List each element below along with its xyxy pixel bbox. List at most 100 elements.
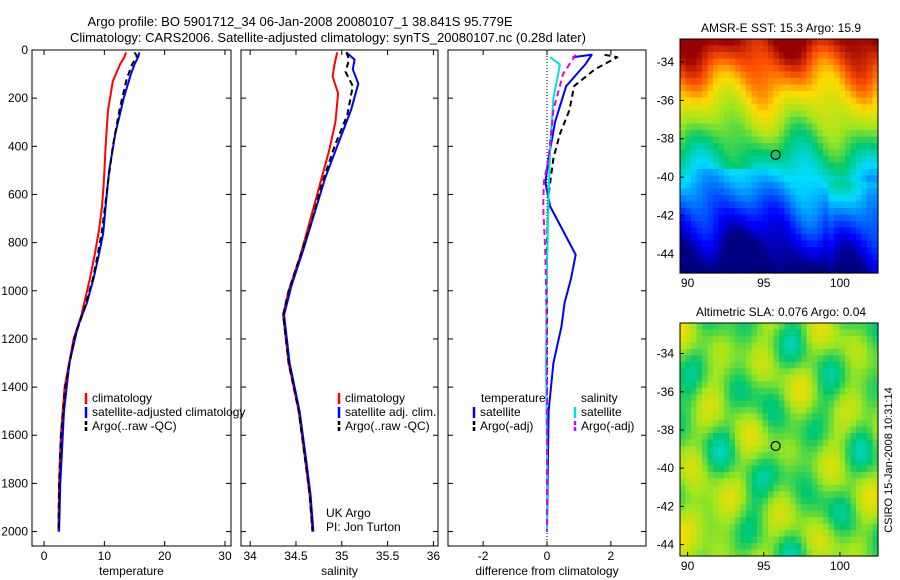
sla-heatmap-cell [823, 517, 830, 525]
sst-heatmap-cell [751, 110, 758, 118]
sst-heatmap-cell [823, 149, 830, 157]
sla-heatmap-cell [812, 342, 819, 350]
sla-heatmap-cell [801, 549, 808, 557]
sla-heatmap-cell [790, 465, 797, 473]
sst-heatmap-cell [834, 91, 841, 99]
sst-heatmap-cell [740, 247, 747, 255]
sst-heatmap-cell [784, 52, 791, 60]
sst-heatmap-cell [828, 39, 835, 47]
sla-heatmap-cell [773, 361, 780, 369]
sla-heatmap-cell [812, 458, 819, 466]
sla-heatmap-cell [707, 342, 714, 350]
sla-heatmap-cell [856, 536, 863, 544]
sla-heatmap-cell [867, 420, 874, 428]
sla-heatmap-cell [691, 465, 698, 473]
sst-heatmap-cell [823, 234, 830, 242]
sla-heatmap-cell [790, 517, 797, 525]
sla-heatmap-cell [762, 342, 769, 350]
sst-heatmap-cell [773, 247, 780, 255]
sla-heatmap-cell [718, 329, 725, 337]
sst-heatmap-cell [757, 253, 764, 261]
sla-heatmap-cell [773, 329, 780, 337]
sla-heatmap-cell [784, 458, 791, 466]
sla-heatmap-cell [828, 445, 835, 454]
sla-heatmap-cell [828, 433, 835, 441]
sla-heatmap-cell [795, 348, 802, 356]
sst-heatmap-cell [839, 156, 846, 164]
sst-heatmap-cell [696, 143, 703, 151]
sla-heatmap-cell [812, 536, 819, 544]
sla-heatmap-cell [696, 394, 703, 402]
sla-heatmap-cell [685, 543, 692, 551]
sla-heatmap-cell [746, 394, 753, 402]
sst-heatmap-cell [845, 227, 852, 235]
sst-heatmap-cell [806, 91, 813, 99]
sla-heatmap-cell [685, 323, 692, 331]
sst-heatmap-cell [724, 39, 731, 47]
sst-heatmap-cell [795, 195, 802, 203]
sla-heatmap-cell [839, 426, 846, 434]
sst-heatmap-cell [806, 136, 813, 144]
sst-heatmap-cell [691, 39, 698, 47]
sla-heatmap-cell [801, 400, 808, 408]
temperature-ytick-label: 1600 [1, 428, 28, 442]
sla-heatmap-cell [823, 420, 830, 428]
sst-heatmap-cell [828, 175, 835, 183]
sst-heatmap-cell [872, 65, 879, 73]
sla-heatmap-cell [795, 491, 802, 499]
sla-heatmap-cell [707, 478, 714, 486]
sst-heatmap-cell [691, 71, 698, 79]
sst-heatmap-cell [768, 169, 775, 177]
sst-heatmap-cell [801, 52, 808, 60]
sla-heatmap-cell [823, 497, 830, 505]
sla-heatmap-cell [806, 394, 813, 402]
sla-heatmap-cell [691, 361, 698, 369]
sst-heatmap-cell [795, 136, 802, 144]
sst-heatmap-cell [718, 149, 725, 157]
sla-heatmap-cell [812, 549, 819, 557]
sla-heatmap-cell [817, 400, 824, 408]
sla-heatmap-cell [872, 491, 879, 499]
sst-heatmap-cell [740, 45, 747, 53]
sla-heatmap-cell [817, 387, 824, 395]
temperature-ytick-label: 1000 [1, 284, 28, 298]
sst-heatmap-cell [724, 110, 731, 118]
sst-heatmap-cell [724, 91, 731, 99]
sla-heatmap-cell [746, 504, 753, 512]
sst-heatmap-cell [735, 175, 742, 183]
sla-heatmap-cell [740, 323, 747, 331]
sla-heatmap-cell [784, 381, 791, 389]
sla-heatmap-cell [680, 523, 687, 531]
sla-heatmap-cell [707, 439, 714, 447]
sla-heatmap-cell [768, 394, 775, 402]
sst-heatmap-cell [762, 45, 769, 53]
sst-heatmap-cell [696, 201, 703, 209]
sst-heatmap-cell [784, 123, 791, 131]
sla-heatmap-cell [806, 452, 813, 460]
sst-heatmap-cell [817, 221, 824, 229]
sla-heatmap-cell [845, 394, 852, 402]
sst-heatmap-cell [828, 169, 835, 177]
sla-heatmap-cell [740, 465, 747, 473]
sla-heatmap-cell [685, 536, 692, 544]
sla-heatmap-cell [707, 413, 714, 421]
sla-heatmap-cell [867, 400, 874, 408]
sst-heatmap-cell [850, 123, 857, 131]
sst-heatmap-cell [680, 169, 687, 177]
sla-heatmap-cell [784, 342, 791, 350]
sla-heatmap-cell [823, 348, 830, 356]
sla-heatmap-cell [702, 543, 709, 551]
sst-heatmap-cell [762, 240, 769, 248]
sst-heatmap-cell [828, 78, 835, 86]
sst-heatmap-cell [812, 39, 819, 47]
sst-heatmap-cell [696, 214, 703, 222]
sla-heatmap-cell [751, 355, 758, 363]
sla-heatmap-cell [795, 374, 802, 382]
sst-heatmap-cell [867, 208, 874, 216]
sst-heatmap-cell [702, 123, 709, 131]
sst-heatmap-cell [773, 214, 780, 222]
sla-heatmap-cell [861, 361, 868, 369]
sst-heatmap-cell [757, 156, 764, 164]
sla-heatmap-cell [806, 355, 813, 363]
sst-heatmap-cell [790, 104, 797, 112]
